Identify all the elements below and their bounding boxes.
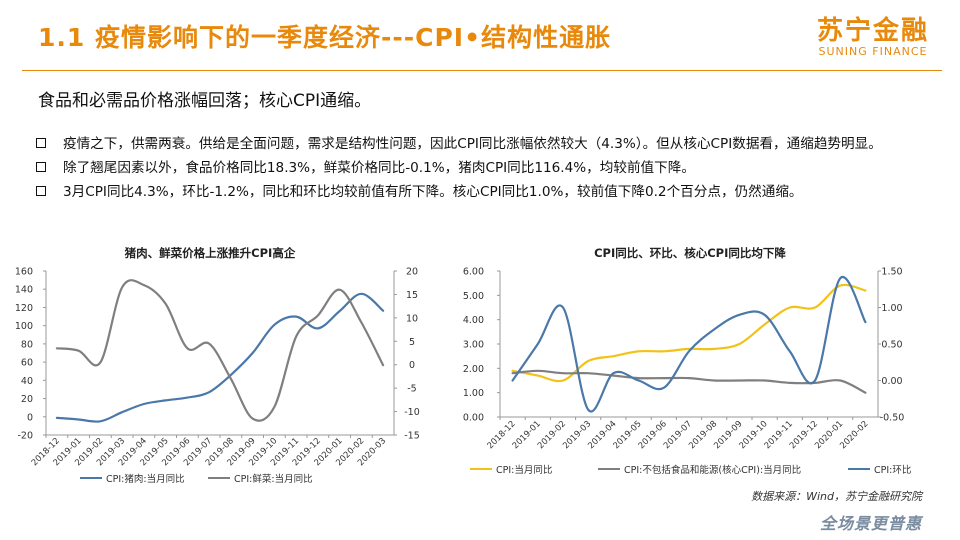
title-bar: 1.1 疫情影响下的一季度经济---CPI•结构性通胀 苏宁金融 SUNING … — [0, 0, 960, 72]
right-tick-label: 1.00 — [881, 303, 902, 314]
bullet-text: 除了翘尾因素以外，食品价格同比18.3%，鲜菜价格同比-0.1%，猪肉CPI同比… — [63, 160, 695, 176]
left-tick-label: 4.00 — [463, 315, 484, 326]
left-tick-label: 20 — [21, 394, 33, 405]
checkbox-bullet-icon — [36, 186, 46, 196]
brand-logo: 苏宁金融 SUNING FINANCE — [808, 10, 938, 58]
chart-title: CPI同比、环比、核心CPI同比均下降 — [594, 246, 786, 260]
left-tick-label: 2.00 — [463, 364, 484, 375]
series-line — [55, 279, 385, 422]
series-line — [55, 292, 385, 423]
left-tick-label: 120 — [15, 303, 33, 314]
left-tick-label: 100 — [15, 321, 33, 332]
title-divider — [22, 70, 942, 71]
logo-cn: 苏宁金融 — [816, 16, 929, 46]
legend-label: CPI:当月同比 — [496, 464, 552, 476]
left-tick-label: 160 — [15, 267, 33, 278]
chart-1: 猪肉、鲜菜价格上涨推升CPI高企-20020406080100120140160… — [15, 246, 420, 485]
bullet-item: 3月CPI同比4.3%，环比-1.2%，同比和环比均较前值有所下降。核心CPI同… — [36, 180, 941, 204]
bullet-item: 疫情之下，供需两衰。供给是全面问题，需求是结构性问题，因此CPI同比涨幅依然较大… — [36, 132, 941, 156]
right-tick-label: -10 — [404, 407, 420, 418]
right-tick-label: 5 — [409, 337, 415, 348]
series-line — [511, 275, 867, 413]
left-tick-label: 0.00 — [463, 413, 484, 424]
right-tick-label: 15 — [406, 290, 418, 301]
left-tick-label: 40 — [21, 376, 33, 387]
left-tick-label: 140 — [15, 285, 33, 296]
series-line — [511, 283, 867, 383]
right-tick-label: 0.00 — [881, 376, 902, 387]
right-tick-label: 10 — [406, 313, 418, 324]
bullet-item: 除了翘尾因素以外，食品价格同比18.3%，鲜菜价格同比-0.1%，猪肉CPI同比… — [36, 156, 941, 180]
bullet-text: 疫情之下，供需两衰。供给是全面问题，需求是结构性问题，因此CPI同比涨幅依然较大… — [63, 136, 882, 152]
right-tick-label: 20 — [406, 267, 418, 278]
right-tick-label: 1.50 — [881, 267, 902, 278]
x-tick-label: 2020-02 — [838, 419, 870, 451]
right-tick-label: 0.50 — [881, 340, 902, 351]
subtitle: 食品和必需品价格涨幅回落；核心CPI通缩。 — [38, 91, 372, 111]
left-tick-label: 5.00 — [463, 291, 484, 302]
left-tick-label: 0 — [27, 412, 33, 423]
logo-en: SUNING FINANCE — [818, 45, 928, 58]
chart-title: 猪肉、鲜菜价格上涨推升CPI高企 — [124, 246, 296, 260]
legend-label: CPI:环比 — [874, 464, 911, 476]
legend-label: CPI:猪肉:当月同比 — [106, 473, 185, 485]
right-tick-label: -15 — [404, 431, 420, 442]
right-tick-label: -0.50 — [880, 413, 905, 424]
charts-area: 猪肉、鲜菜价格上涨推升CPI高企-20020406080100120140160… — [15, 246, 912, 485]
chart-2: CPI同比、环比、核心CPI同比均下降 0.00 1.00 2.00 3.00 4.00 5… — [463, 246, 912, 476]
legend-label: CPI:不包括食品和能源(核心CPI):当月同比 — [624, 464, 801, 476]
bullet-list: 疫情之下，供需两衰。供给是全面问题，需求是结构性问题，因此CPI同比涨幅依然较大… — [36, 132, 941, 204]
left-tick-label: 80 — [21, 339, 33, 350]
right-tick-label: 0 — [409, 360, 415, 371]
checkbox-bullet-icon — [36, 138, 46, 148]
checkbox-bullet-icon — [36, 162, 46, 172]
legend-label: CPI:鲜菜:当月同比 — [234, 473, 313, 485]
left-tick-label: 1.00 — [463, 388, 484, 399]
left-tick-label: -20 — [17, 431, 33, 442]
left-tick-label: 3.00 — [463, 340, 484, 351]
data-source: 数据来源：Wind，苏宁金融研究院 — [751, 490, 922, 503]
left-tick-label: 60 — [21, 358, 33, 369]
left-tick-label: 6.00 — [463, 267, 484, 278]
page-title: 1.1 疫情影响下的一季度经济---CPI•结构性通胀 — [38, 23, 612, 52]
bullet-text: 3月CPI同比4.3%，环比-1.2%，同比和环比均较前值有所下降。核心CPI同… — [63, 184, 803, 200]
footer-logo: 全场景更普惠 — [819, 514, 922, 533]
right-tick-label: -5 — [407, 384, 416, 395]
